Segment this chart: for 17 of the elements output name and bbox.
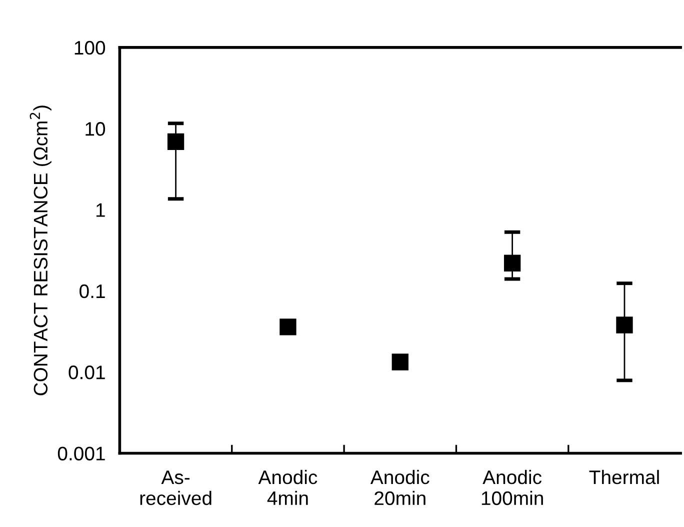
y-tick-label: 1 bbox=[96, 203, 105, 217]
y-tick-label: 0.01 bbox=[68, 366, 105, 380]
point bbox=[504, 254, 521, 272]
x-tick-label: As- received bbox=[140, 470, 212, 506]
point bbox=[280, 318, 296, 336]
y-tick-label: 100 bbox=[74, 40, 106, 55]
x-tick-label: Anodic 100min bbox=[482, 470, 543, 506]
x-tick-label: Anodic 20min bbox=[370, 470, 430, 506]
y-tick-label: 10 bbox=[86, 122, 106, 136]
x-tick-label: Anodic 4min bbox=[258, 470, 318, 505]
y-tick-label: 0.001 bbox=[58, 446, 105, 460]
y-axis-title: CONTACT RESISTANCE (Ωcm$^{2}$) bbox=[30, 106, 52, 396]
x-tick-label: Thermal bbox=[589, 470, 659, 484]
point bbox=[392, 354, 408, 370]
point bbox=[616, 316, 633, 334]
point bbox=[167, 133, 184, 150]
y-tick-label: 0.1 bbox=[80, 284, 105, 298]
